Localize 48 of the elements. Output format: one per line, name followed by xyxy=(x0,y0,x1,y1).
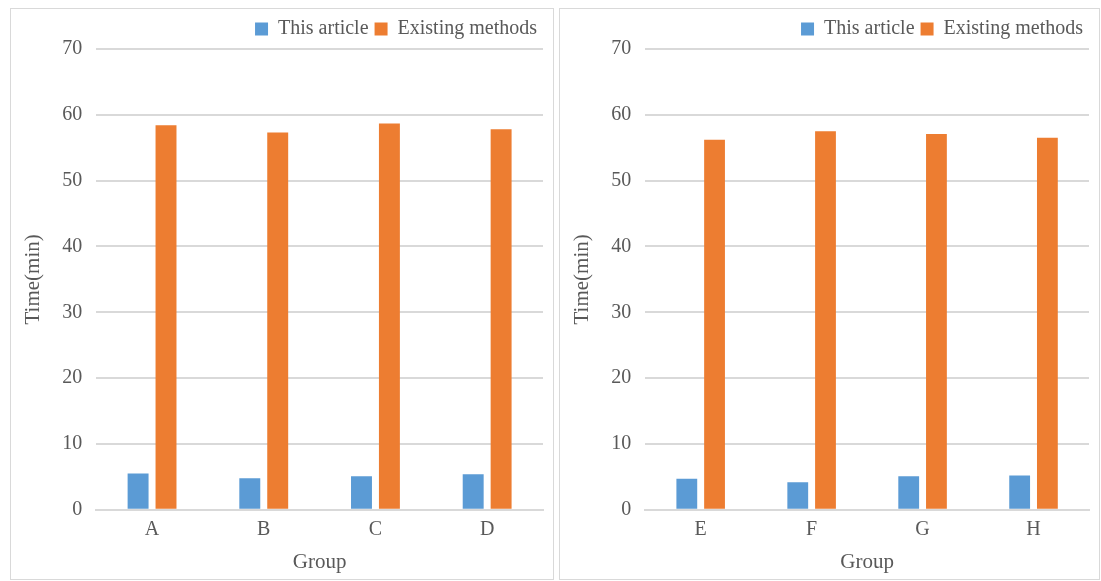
y-tick-label: 50 xyxy=(62,167,83,190)
bar xyxy=(267,132,289,509)
x-tick-label: H xyxy=(1026,517,1041,540)
bar xyxy=(815,131,836,509)
y-tick-label: 60 xyxy=(611,102,632,125)
y-tick-label: 0 xyxy=(72,497,83,520)
bar xyxy=(490,129,512,509)
y-tick-label: 0 xyxy=(621,497,632,520)
x-tick-label: E xyxy=(694,517,707,540)
x-axis-title: Group xyxy=(292,548,347,573)
y-tick-label: 10 xyxy=(611,431,632,454)
legend-label: This article xyxy=(824,16,915,39)
bar xyxy=(239,478,261,509)
x-tick-label: A xyxy=(144,517,160,540)
legend-label: This article xyxy=(278,16,369,39)
y-tick-label: 10 xyxy=(62,431,83,454)
bar xyxy=(155,125,177,509)
x-tick-label: B xyxy=(257,517,271,540)
y-tick-label: 40 xyxy=(611,233,632,256)
bar xyxy=(1036,137,1058,509)
y-tick-label: 50 xyxy=(611,167,632,190)
bar xyxy=(704,139,725,509)
y-tick-label: 20 xyxy=(62,365,83,388)
y-tick-label: 40 xyxy=(62,233,83,256)
legend-label: Existing methods xyxy=(397,16,538,40)
bar xyxy=(926,133,947,509)
bar xyxy=(898,476,920,509)
bar xyxy=(1009,475,1031,509)
y-tick-label: 70 xyxy=(62,36,83,59)
y-tick-label: 60 xyxy=(62,102,83,125)
y-axis-title: Time(min) xyxy=(569,234,594,325)
x-tick-label: F xyxy=(806,517,818,540)
y-tick-label: 30 xyxy=(62,299,83,322)
y-axis-title: Time(min) xyxy=(20,234,45,325)
y-tick-label: 20 xyxy=(611,365,632,388)
bar xyxy=(787,482,809,509)
bar xyxy=(127,473,149,509)
y-tick-label: 30 xyxy=(611,299,632,322)
y-tick-label: 70 xyxy=(611,36,632,59)
x-tick-label: D xyxy=(479,517,495,540)
bar xyxy=(378,123,400,509)
x-axis-title: Group xyxy=(840,548,894,573)
bar xyxy=(676,478,698,509)
bar xyxy=(351,476,372,509)
legend-label: Existing methods xyxy=(943,16,1084,40)
x-tick-label: C xyxy=(368,517,383,540)
x-tick-label: G xyxy=(915,517,930,540)
bar xyxy=(462,474,484,509)
